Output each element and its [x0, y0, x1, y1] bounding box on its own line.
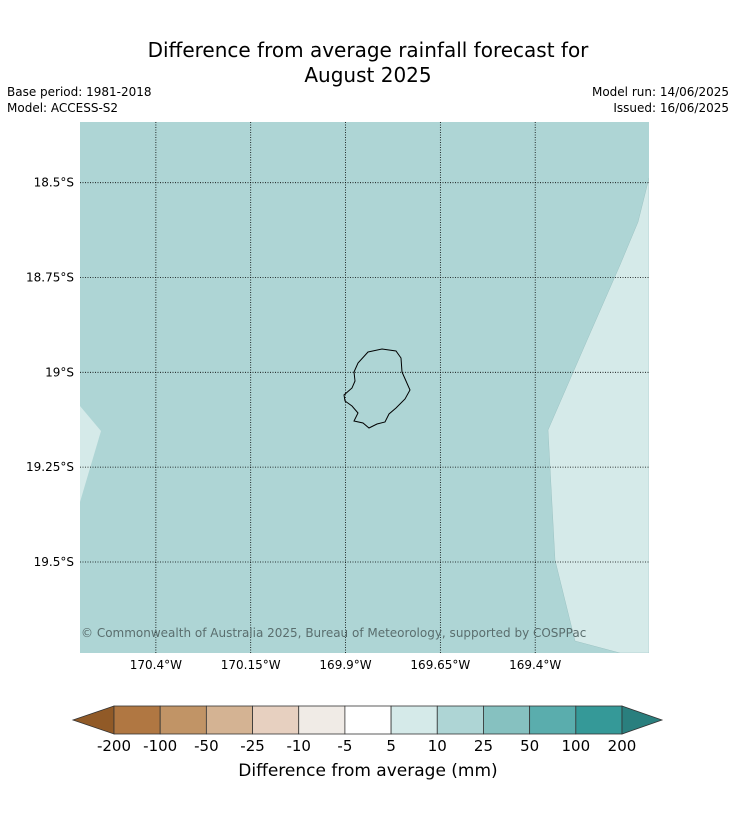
colorbar-box [575, 705, 623, 735]
colorbar-box [483, 705, 531, 735]
colorbar: -200 -100 -50 -25 -10 -5 5 10 25 50 100 200 [71, 705, 664, 755]
colorbar-tick-label: -25 [240, 737, 265, 755]
lon-label: 169.4°W [509, 658, 561, 672]
rainfall-anomaly-field [80, 122, 649, 653]
colorbar-tick-label: -5 [337, 737, 352, 755]
colorbar-tick-label: 10 [428, 737, 447, 755]
colorbar-tick-label: 5 [386, 737, 396, 755]
latitude-labels: 18.5°S 18.75°S 19°S 19.25°S 19.5°S [26, 176, 74, 569]
graticule [80, 122, 649, 653]
model-name: Model: ACCESS-S2 [7, 101, 119, 115]
colorbar-tick-label: 25 [474, 737, 493, 755]
colorbar-box [390, 705, 438, 735]
colorbar-tick-label: -50 [194, 737, 219, 755]
copyright-notice: © Commonwealth of Australia 2025, Bureau… [81, 626, 586, 640]
lon-label: 170.15°W [221, 658, 281, 672]
meta-left: Base period: 1981-2018 Model: ACCESS-S2 [7, 84, 152, 116]
lighter-anomaly-zone-east [547, 177, 649, 653]
lat-label: 19.25°S [26, 460, 74, 474]
model-run: Model run: 14/06/2025 [591, 85, 729, 99]
map-area[interactable]: © Commonwealth of Australia 2025, Bureau… [80, 122, 649, 653]
lon-label: 170.4°W [130, 658, 182, 672]
lat-label: 18.5°S [34, 176, 74, 190]
colorbar-box [436, 705, 484, 735]
lat-label: 19.5°S [34, 555, 74, 569]
colorbar-tick-label: -100 [143, 737, 177, 755]
colorbar-title: Difference from average (mm) [238, 761, 498, 781]
colorbar-box [298, 705, 346, 735]
colorbar-extend-low [71, 705, 115, 735]
colorbar-box [205, 705, 253, 735]
colorbar-extend-high [621, 705, 664, 735]
niue-coastline [343, 348, 411, 429]
colorbar-box [159, 705, 207, 735]
colorbar-tick-label: 200 [608, 737, 637, 755]
meta-right: Model run: 14/06/2025 Issued: 16/06/2025 [592, 84, 729, 116]
colorbar-box [344, 705, 392, 735]
issued-date: Issued: 16/06/2025 [613, 101, 729, 115]
longitude-labels: 170.4°W 170.15°W 169.9°W 169.65°W 169.4°W [130, 658, 562, 672]
colorbar-tick-label: -200 [97, 737, 131, 755]
colorbar-tick-label: -10 [286, 737, 311, 755]
lat-label: 19°S [45, 365, 74, 379]
map-title: Difference from average rainfall forecas… [0, 38, 736, 88]
colorbar-box [252, 705, 300, 735]
colorbar-box [529, 705, 577, 735]
colorbar-box [113, 705, 161, 735]
base-period: Base period: 1981-2018 [7, 85, 152, 99]
colorbar-tick-label: 50 [520, 737, 539, 755]
lon-label: 169.65°W [410, 658, 470, 672]
lat-label: 18.75°S [26, 271, 74, 285]
title-line-1: Difference from average rainfall forecas… [147, 38, 589, 62]
lon-label: 169.9°W [319, 658, 371, 672]
lighter-anomaly-zone-west [80, 406, 101, 502]
title-line-2: August 2025 [304, 63, 432, 87]
colorbar-tick-label: 100 [561, 737, 590, 755]
